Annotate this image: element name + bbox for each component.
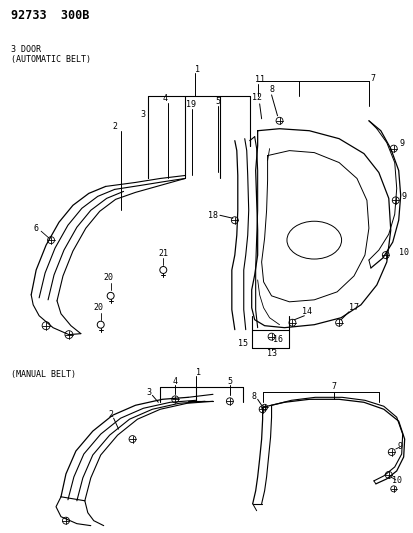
Text: 21: 21	[158, 248, 168, 257]
Text: 4: 4	[162, 94, 167, 103]
Text: 1: 1	[195, 368, 200, 377]
Text: 6: 6	[33, 224, 38, 233]
Text: 14: 14	[301, 307, 311, 316]
Text: 3 DOOR: 3 DOOR	[11, 45, 41, 54]
Text: 9: 9	[396, 441, 401, 450]
Text: 2: 2	[108, 410, 113, 419]
Text: 7: 7	[370, 75, 375, 84]
Text: (AUTOMATIC BELT): (AUTOMATIC BELT)	[11, 54, 91, 63]
Text: 10: 10	[391, 477, 401, 486]
Text: 9: 9	[398, 139, 403, 148]
Text: 20: 20	[93, 303, 104, 312]
Text: 92733  300B: 92733 300B	[11, 9, 90, 22]
Text: 18: 18	[207, 211, 217, 220]
Text: 8: 8	[251, 392, 256, 401]
Text: 9: 9	[400, 192, 405, 201]
Text: 17: 17	[348, 303, 358, 312]
Text: 19: 19	[186, 100, 196, 109]
Text: 2: 2	[112, 122, 117, 131]
Text: 3: 3	[140, 110, 145, 119]
Text: 12: 12	[251, 93, 261, 102]
Text: 4: 4	[172, 377, 177, 386]
Text: 5: 5	[227, 377, 232, 386]
Text: 11: 11	[254, 76, 264, 84]
Text: 8: 8	[268, 85, 273, 94]
Text: 16: 16	[272, 335, 282, 344]
Text: 15: 15	[237, 339, 247, 348]
Text: 3: 3	[145, 388, 150, 397]
Text: (MANUAL BELT): (MANUAL BELT)	[11, 370, 76, 379]
Text: 10: 10	[398, 247, 408, 256]
Text: 1: 1	[194, 64, 199, 74]
Text: 20: 20	[103, 273, 114, 282]
Text: 5: 5	[215, 98, 220, 107]
Text: 7: 7	[331, 382, 336, 391]
Text: 13: 13	[266, 349, 276, 358]
